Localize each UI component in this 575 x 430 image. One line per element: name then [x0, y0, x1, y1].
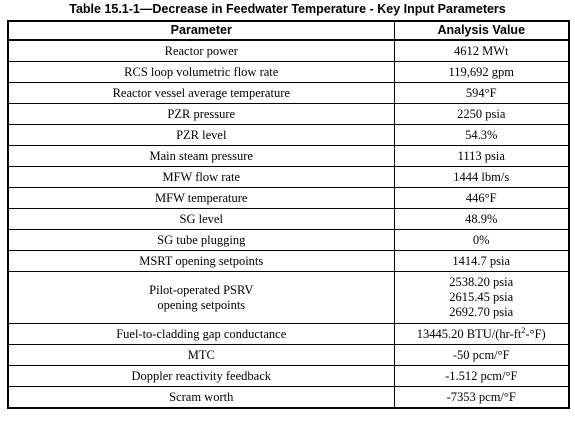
parameter-cell: MTC: [7, 344, 395, 366]
table-row: PZR pressure 2250 psia: [7, 103, 570, 125]
value-cell: -1.512 pcm/°F: [393, 365, 570, 387]
parameter-cell: Reactor vessel average temperature: [7, 82, 395, 104]
parameter-line: Pilot-operated PSRV: [149, 282, 254, 297]
table-row: MFW flow rate 1444 lbm/s: [7, 166, 570, 188]
table-row: MFW temperature 446°F: [7, 187, 570, 209]
value-cell: 119,692 gpm: [393, 61, 570, 83]
table-row-psrv: Pilot-operated PSRV opening setpoints 25…: [7, 271, 570, 324]
table-row-gap-conductance: Fuel-to-cladding gap conductance 13445.2…: [7, 323, 570, 345]
table-row: SG level 48.9%: [7, 208, 570, 230]
value-superscript: 2: [521, 325, 526, 335]
table-row: MTC -50 pcm/°F: [7, 344, 570, 366]
table-row: MSRT opening setpoints 1414.7 psia: [7, 250, 570, 272]
value-cell: 54.3%: [393, 124, 570, 146]
value-line: 2538.20 psia: [449, 275, 514, 289]
value-cell: 2250 psia: [393, 103, 570, 125]
table-row: SG tube plugging 0%: [7, 229, 570, 251]
table-row: RCS loop volumetric flow rate 119,692 gp…: [7, 61, 570, 83]
table-row: Reactor vessel average temperature 594°F: [7, 82, 570, 104]
parameter-cell: Fuel-to-cladding gap conductance: [7, 323, 395, 345]
key-input-parameters-table: Parameter Analysis Value Reactor power 4…: [7, 20, 570, 409]
table-row: Scram worth -7353 pcm/°F: [7, 386, 570, 409]
parameter-cell: RCS loop volumetric flow rate: [7, 61, 395, 83]
parameter-cell: Doppler reactivity feedback: [7, 365, 395, 387]
value-cell: 0%: [393, 229, 570, 251]
value-text: -°F): [525, 326, 546, 341]
parameter-cell: MSRT opening setpoints: [7, 250, 395, 272]
parameter-cell: SG tube plugging: [7, 229, 395, 251]
table-caption: Table 15.1-1—Decrease in Feedwater Tempe…: [69, 2, 506, 16]
table-header-row: Parameter Analysis Value: [7, 20, 570, 41]
value-cell: 1113 psia: [393, 145, 570, 167]
value-line: 2692.70 psia: [449, 305, 514, 319]
parameter-cell: Scram worth: [7, 386, 395, 409]
table-row: PZR level 54.3%: [7, 124, 570, 146]
value-cell: 2538.20 psia 2615.45 psia 2692.70 psia: [393, 271, 570, 324]
value-cell: 1444 lbm/s: [393, 166, 570, 188]
parameter-cell: Reactor power: [7, 39, 395, 62]
value-cell: 1414.7 psia: [393, 250, 570, 272]
table-row: Reactor power 4612 MWt: [7, 39, 570, 62]
parameter-cell: Main steam pressure: [7, 145, 395, 167]
table-row: Main steam pressure 1113 psia: [7, 145, 570, 167]
value-cell: 13445.20 BTU/(hr-ft2-°F): [393, 323, 570, 345]
value-cell: -7353 pcm/°F: [393, 386, 570, 409]
value-cell: 594°F: [393, 82, 570, 104]
parameter-line: opening setpoints: [157, 297, 246, 312]
parameter-cell: SG level: [7, 208, 395, 230]
value-line: 2615.45 psia: [449, 290, 514, 304]
value-cell: 446°F: [393, 187, 570, 209]
value-cell: 4612 MWt: [393, 39, 570, 62]
parameter-cell: PZR level: [7, 124, 395, 146]
table-row: Doppler reactivity feedback -1.512 pcm/°…: [7, 365, 570, 387]
parameter-cell: MFW flow rate: [7, 166, 395, 188]
header-analysis-value: Analysis Value: [393, 20, 570, 41]
parameter-cell: PZR pressure: [7, 103, 395, 125]
parameter-cell: MFW temperature: [7, 187, 395, 209]
value-cell: 48.9%: [393, 208, 570, 230]
value-text: 13445.20 BTU/(hr-ft: [416, 326, 522, 341]
parameter-cell: Pilot-operated PSRV opening setpoints: [7, 271, 395, 324]
header-parameter: Parameter: [7, 20, 395, 41]
value-cell: -50 pcm/°F: [393, 344, 570, 366]
